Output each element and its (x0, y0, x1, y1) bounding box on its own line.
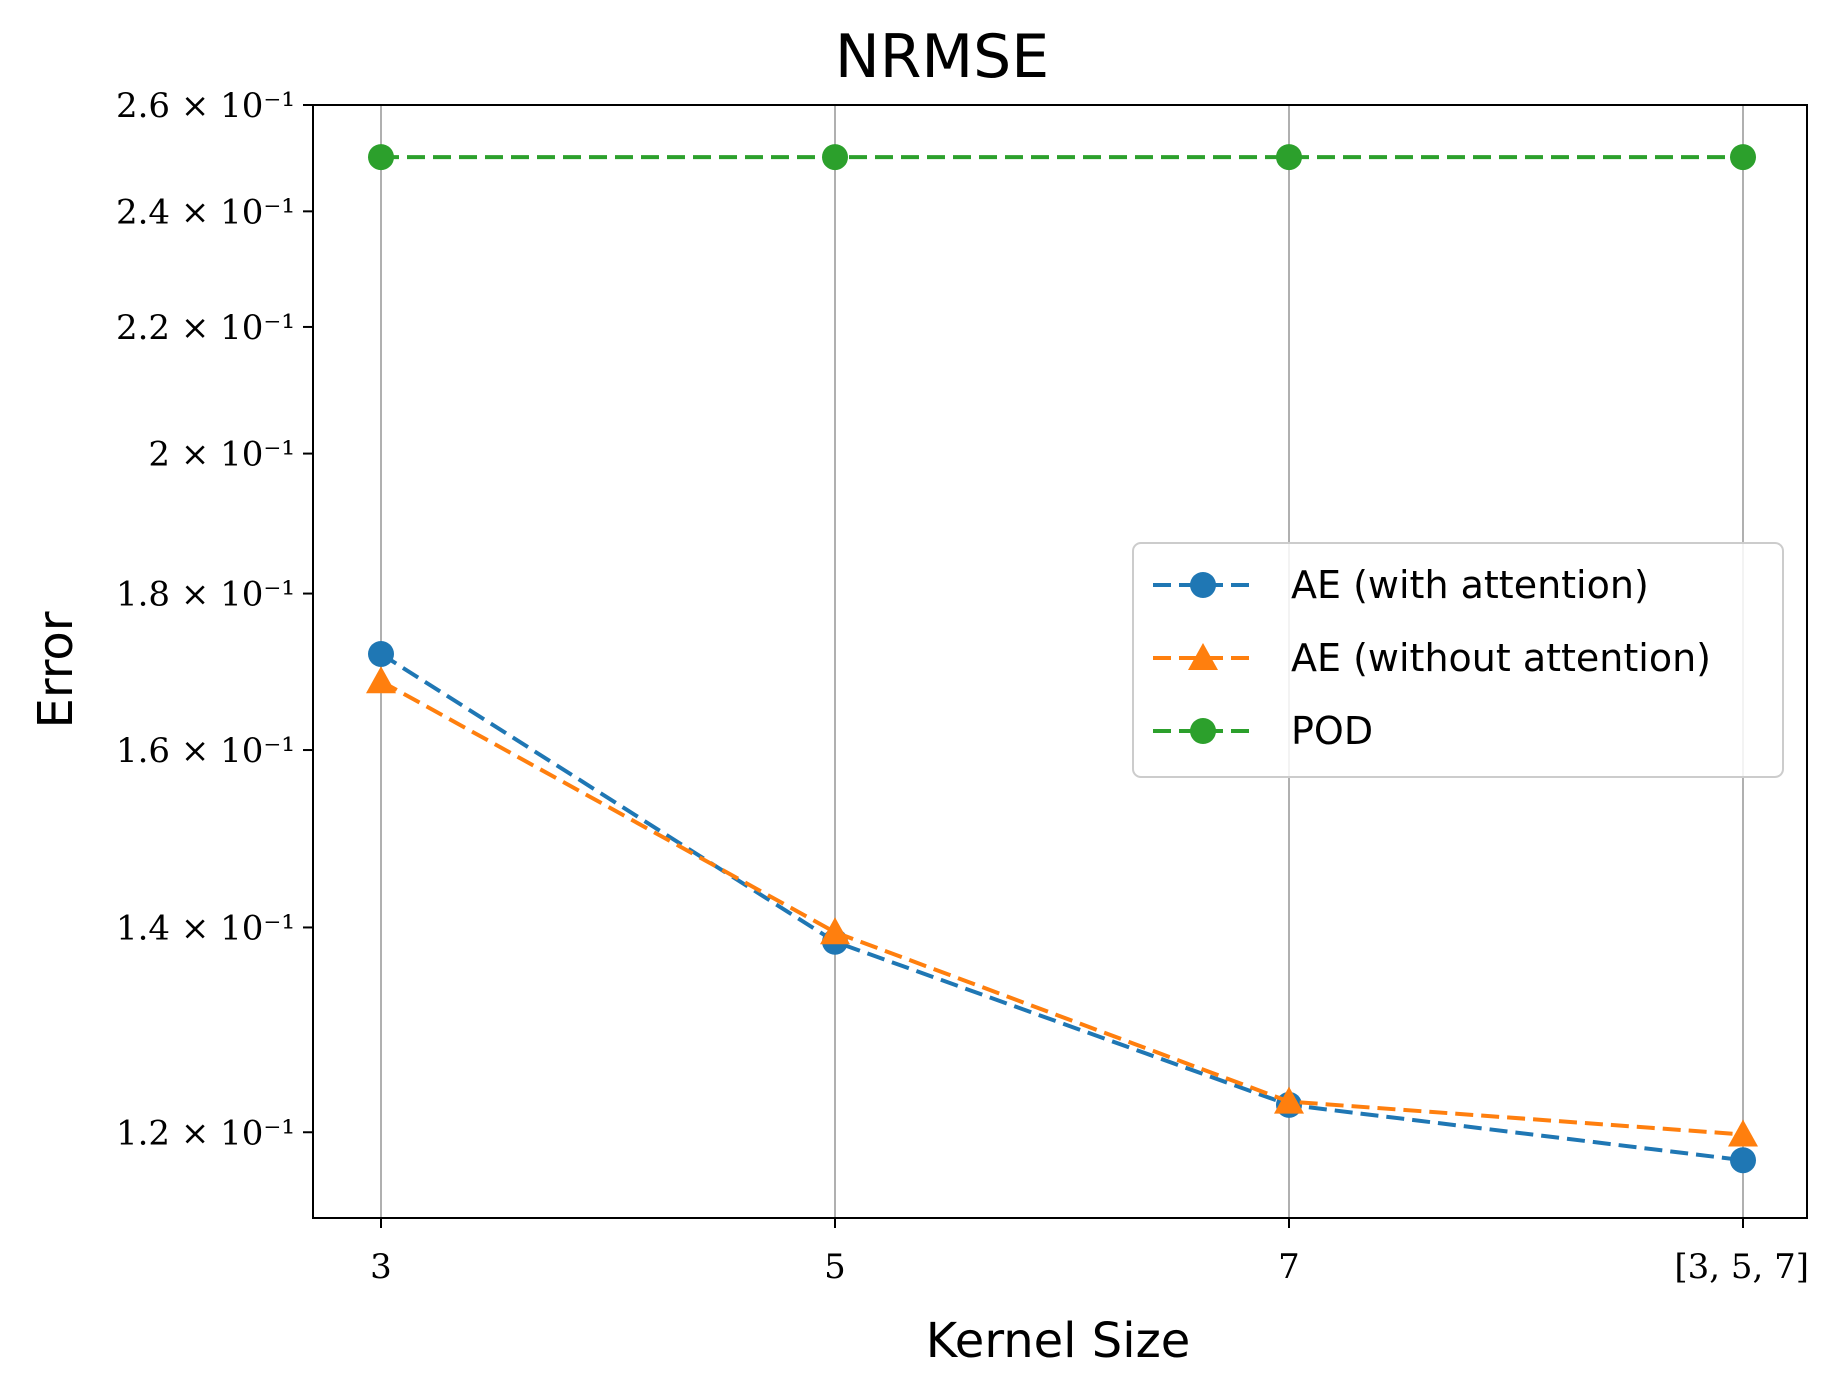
series-1 (366, 666, 1758, 1147)
legend-label: AE (with attention) (1291, 563, 1649, 607)
x-tick-label: [3, 5, 7] (1674, 1247, 1809, 1287)
plot-frame (312, 104, 1808, 1219)
y-axis: 1.2 × 10⁻¹ 1.4 × 10⁻¹ 1.6 × 10⁻¹ 1.8 × 10⁻¹… (116, 86, 313, 1153)
data-point (1730, 144, 1756, 171)
x-tick-label: 5 (824, 1247, 846, 1287)
data-point (820, 917, 850, 945)
data-point (366, 666, 396, 694)
y-tick-label: 1.2 × 10⁻¹ (116, 1113, 295, 1153)
series-group (366, 144, 1758, 1174)
chart-title: NRMSE (835, 22, 1049, 92)
legend-marker (1190, 718, 1216, 744)
y-tick-label: 1.8 × 10⁻¹ (116, 575, 295, 615)
data-point (1728, 1119, 1758, 1147)
series-line (379, 652, 1744, 1163)
y-tick-label: 2.6 × 10⁻¹ (116, 86, 295, 126)
series-line (380, 679, 1744, 1137)
data-point (1276, 144, 1302, 171)
legend: AE (with attention) AE (without attention… (1132, 542, 1784, 778)
x-axis-label: Kernel Size (926, 1313, 1191, 1369)
y-axis-label: Error (28, 611, 84, 728)
y-tick-label: 2.2 × 10⁻¹ (116, 308, 295, 348)
data-point (822, 144, 848, 171)
y-tick-label: 2 × 10⁻¹ (148, 435, 295, 475)
data-point (368, 144, 394, 171)
legend-marker (1188, 643, 1218, 670)
y-tick-label: 1.4 × 10⁻¹ (116, 908, 295, 948)
x-tick-label: 7 (1278, 1247, 1300, 1287)
y-tick-label: 2.4 × 10⁻¹ (116, 192, 295, 232)
x-tick-label: 3 (370, 1247, 392, 1287)
legend-entry: AE (with attention) (1153, 563, 1649, 607)
legend-label: POD (1291, 709, 1373, 753)
data-point (1730, 1147, 1756, 1174)
legend-entry: AE (without attention) (1153, 636, 1711, 680)
legend-label: AE (without attention) (1291, 636, 1711, 680)
data-point (1274, 1086, 1304, 1114)
x-axis: 3 5 7 [3, 5, 7] (370, 1218, 1809, 1287)
series-2 (368, 144, 1756, 171)
y-tick-label: 1.6 × 10⁻¹ (116, 731, 295, 771)
data-point (368, 640, 394, 667)
legend-box (1132, 542, 1784, 778)
legend-marker (1190, 572, 1216, 598)
legend-entry: POD (1153, 709, 1373, 753)
